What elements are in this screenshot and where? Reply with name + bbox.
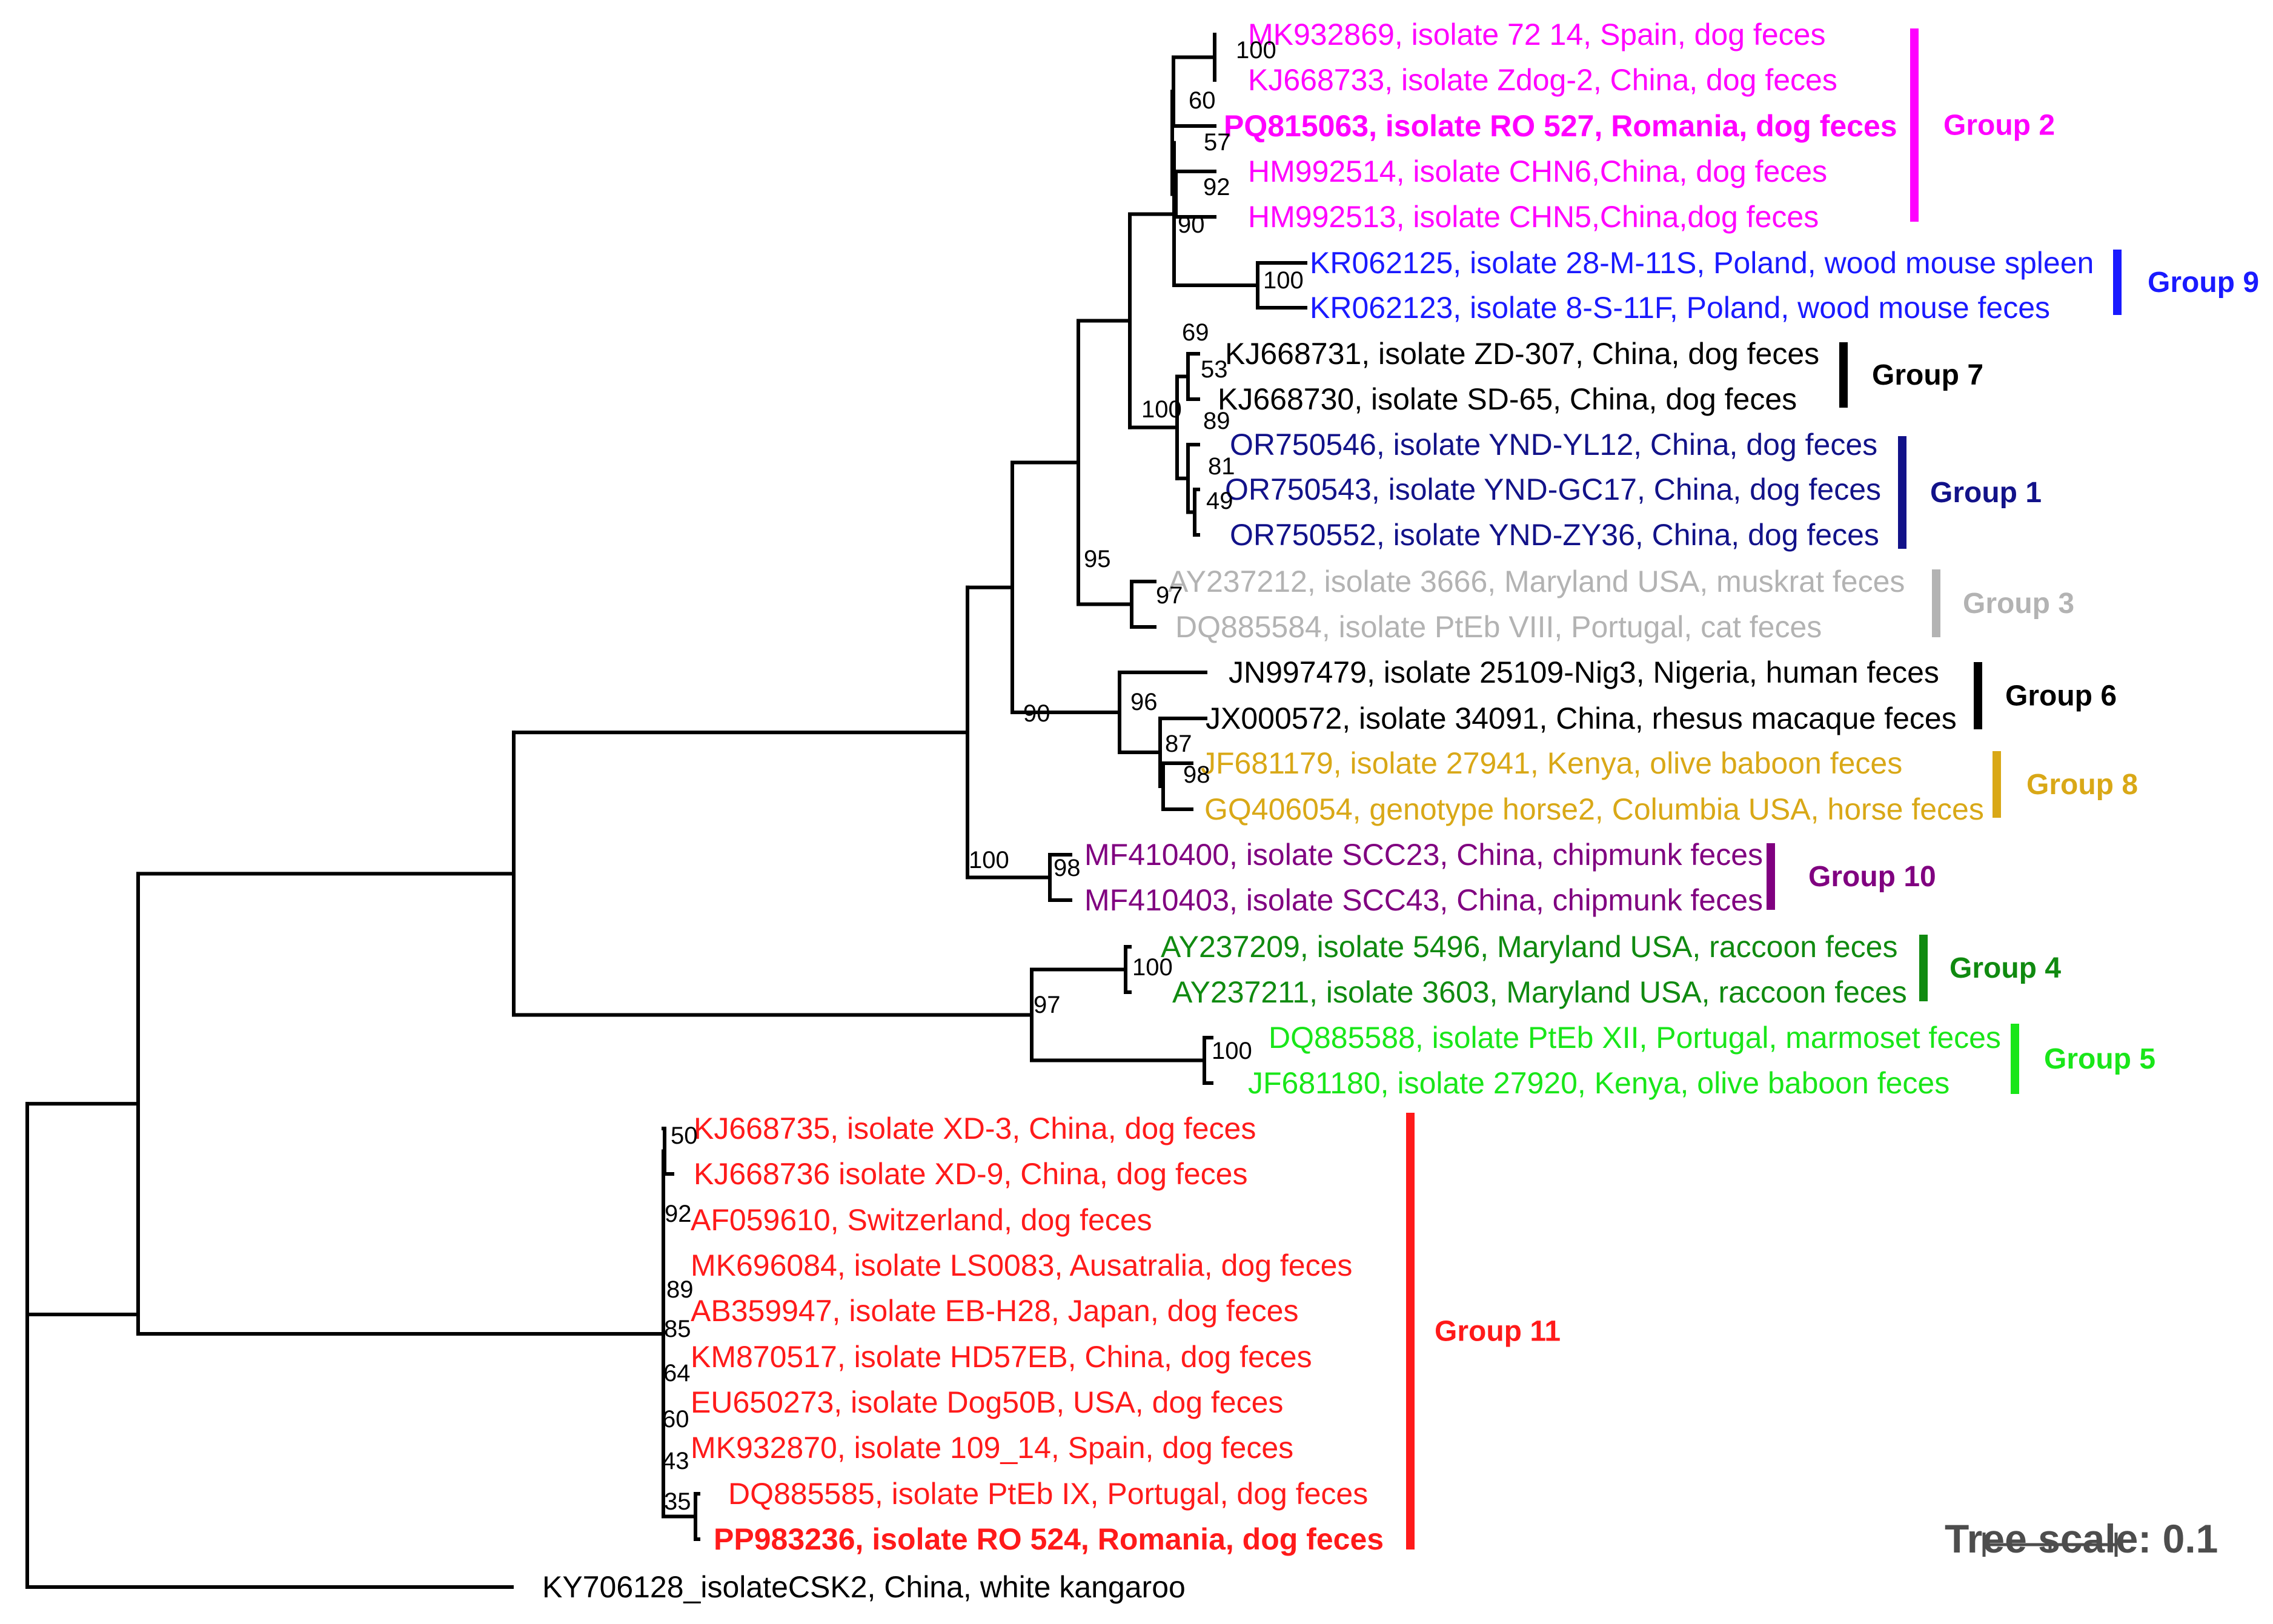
leaf-label: KR062125, isolate 28-M-11S, Poland, wood…: [1310, 246, 2094, 280]
group-label: Group 11: [1435, 1316, 1561, 1348]
bootstrap-value: 100: [1132, 954, 1173, 981]
group-brackets: Group 2 Group 9 Group 7 Group 1 Group 3 Group…: [1406, 28, 2259, 1549]
bootstrap-value: 90: [1023, 700, 1050, 727]
leaf-label: MF410403, isolate SCC43, China, chipmunk…: [1084, 883, 1763, 917]
bootstrap-value: 100: [1236, 37, 1276, 64]
bootstrap-value: 53: [1201, 356, 1228, 383]
leaf-label: KJ668736 isolate XD-9, China, dog feces: [694, 1157, 1247, 1191]
leaf-label: AY237211, isolate 3603, Maryland USA, ra…: [1172, 975, 1907, 1009]
bootstrap-value: 87: [1165, 731, 1192, 757]
bootstrap-value: 92: [665, 1201, 692, 1227]
leaf-label: JF681179, isolate 27941, Kenya, olive ba…: [1201, 746, 1902, 780]
bootstrap-value: 100: [969, 847, 1009, 873]
leaf-label: MK696084, isolate LS0083, Ausatralia, do…: [691, 1248, 1352, 1282]
bootstrap-value: 57: [1204, 129, 1231, 156]
bootstrap-value: 85: [664, 1316, 691, 1342]
bootstrap-value: 49: [1206, 488, 1233, 514]
leaf-label: MK932869, isolate 72 14, Spain, dog fece…: [1248, 18, 1825, 51]
leaf-label: KJ668733, isolate Zdog-2, China, dog fec…: [1248, 63, 1837, 97]
leaf-label: OR750543, isolate YND-GC17, China, dog f…: [1225, 472, 1881, 506]
leaf-label: PP983236, isolate RO 524, Romania, dog f…: [714, 1522, 1384, 1556]
leaf-label: PQ815063, isolate RO 527, Romania, dog f…: [1224, 109, 1897, 143]
bootstrap-value: 98: [1054, 855, 1081, 881]
group-label: Group 1: [1930, 477, 2042, 509]
scale-bar-line: [1982, 1533, 2118, 1557]
bootstrap-value: 64: [663, 1360, 691, 1387]
bootstrap-labels: 100 60 57 92 90 100 69 53 100 89 81 49 95 97 90 96 87 98 1…: [662, 37, 1304, 1515]
leaf-label: JN997479, isolate 25109-Nig3, Nigeria, h…: [1229, 655, 1939, 689]
bootstrap-value: 69: [1182, 319, 1209, 346]
leaf-label: KJ668730, isolate SD-65, China, dog fece…: [1218, 382, 1797, 416]
leaf-label: HM992514, isolate CHN6,China, dog feces: [1248, 154, 1827, 188]
leaf-label: KM870517, isolate HD57EB, China, dog fec…: [691, 1340, 1312, 1374]
group-label: Group 5: [2044, 1043, 2155, 1075]
bootstrap-value: 97: [1034, 992, 1061, 1018]
group-label: Group 2: [1943, 110, 2055, 142]
leaf-label: KR062123, isolate 8-S-11F, Poland, wood …: [1310, 291, 2050, 325]
bootstrap-value: 98: [1183, 761, 1210, 788]
leaf-label: AB359947, isolate EB-H28, Japan, dog fec…: [691, 1294, 1298, 1328]
leaf-label: MK932870, isolate 109_14, Spain, dog fec…: [691, 1431, 1293, 1465]
leaf-label: AF059610, Switzerland, dog feces: [691, 1203, 1152, 1237]
leaf-label: DQ885584, isolate PtEb VIII, Portugal, c…: [1175, 610, 1822, 644]
bootstrap-value: 96: [1130, 689, 1158, 715]
leaf-label: KJ668735, isolate XD-3, China, dog feces: [694, 1112, 1256, 1145]
group-label: Group 3: [1963, 588, 2074, 620]
bootstrap-value: 89: [1203, 408, 1230, 434]
leaf-label: DQ885585, isolate PtEb IX, Portugal, dog…: [728, 1477, 1368, 1511]
bootstrap-value: 95: [1084, 546, 1111, 572]
leaf-label: MF410400, isolate SCC23, China, chipmunk…: [1084, 838, 1763, 872]
leaf-label: AY237209, isolate 5496, Maryland USA, ra…: [1161, 930, 1897, 964]
bootstrap-value: 89: [666, 1276, 694, 1303]
leaf-label: KJ668731, isolate ZD-307, China, dog fec…: [1225, 337, 1819, 371]
leaf-label: AY237212, isolate 3666, Maryland USA, mu…: [1168, 565, 1905, 598]
leaf-label: JF681180, isolate 27920, Kenya, olive ba…: [1248, 1066, 1949, 1100]
bootstrap-value: 60: [1189, 87, 1216, 114]
group-label: Group 9: [2148, 267, 2259, 299]
bootstrap-value: 97: [1156, 582, 1183, 609]
bootstrap-value: 100: [1141, 396, 1182, 423]
leaf-label: JX000572, isolate 34091, China, rhesus m…: [1206, 701, 1957, 735]
bootstrap-value: 60: [662, 1406, 689, 1433]
bootstrap-value: 81: [1208, 453, 1235, 480]
leaf-label: GQ406054, genotype horse2, Columbia USA,…: [1204, 792, 1984, 826]
bootstrap-value: 90: [1178, 211, 1205, 238]
leaf-label: OR750552, isolate YND-ZY36, China, dog f…: [1230, 518, 1879, 552]
group-label: Group 7: [1872, 359, 1983, 391]
scale-bar: Tree scale: 0.1: [1945, 1516, 2218, 1561]
tree-branches: [25, 33, 1307, 1589]
bootstrap-value: 50: [671, 1122, 698, 1149]
bootstrap-value: 43: [662, 1448, 689, 1474]
scale-bar-label: Tree scale: 0.1: [1945, 1516, 2218, 1561]
group-label: Group 6: [2005, 680, 2117, 712]
group-label: Group 4: [1949, 952, 2061, 984]
bootstrap-value: 100: [1212, 1038, 1252, 1064]
bootstrap-value: 35: [664, 1488, 691, 1515]
leaf-label: HM992513, isolate CHN5,China,dog feces: [1248, 200, 1819, 234]
bootstrap-value: 92: [1203, 174, 1230, 201]
leaf-label: DQ885588, isolate PtEb XII, Portugal, ma…: [1269, 1021, 2001, 1055]
leaf-labels: MK932869, isolate 72 14, Spain, dog fece…: [542, 18, 2094, 1604]
bootstrap-value: 100: [1263, 267, 1304, 294]
group-label: Group 8: [2026, 769, 2138, 801]
leaf-label: EU650273, isolate Dog50B, USA, dog feces: [691, 1385, 1283, 1419]
leaf-label: OR750546, isolate YND-YL12, China, dog f…: [1230, 428, 1877, 462]
leaf-label: KY706128_isolateCSK2, China, white kanga…: [542, 1570, 1186, 1604]
group-label: Group 10: [1808, 861, 1936, 893]
